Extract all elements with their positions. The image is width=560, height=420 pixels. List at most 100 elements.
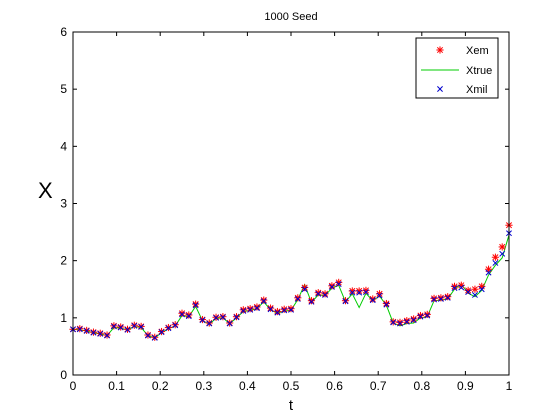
legend-entry-xem: Xem <box>436 45 489 57</box>
legend-entry-xmil: Xmil <box>437 84 487 96</box>
x-tick-label: 0.2 <box>152 379 169 393</box>
data-point-xem <box>423 310 431 319</box>
x-tick-label: 0.6 <box>326 379 343 393</box>
data-point-xem <box>294 294 302 302</box>
data-point-xmil <box>199 317 206 324</box>
data-point-xmil <box>499 250 506 257</box>
data-point-xmil <box>83 328 90 334</box>
y-tick-label: 0 <box>60 368 67 382</box>
data-point-xmil <box>444 294 451 301</box>
data-point-xmil <box>335 281 342 288</box>
data-point-xmil <box>383 301 390 308</box>
data-point-xem <box>484 265 493 273</box>
data-point-xem <box>328 282 336 290</box>
data-point-xem <box>410 315 418 323</box>
data-point-xem <box>307 297 316 305</box>
data-point-xem <box>464 286 472 294</box>
y-tick-label: 2 <box>60 254 67 268</box>
data-point-xem <box>403 317 411 325</box>
data-point-xem <box>253 303 261 311</box>
data-point-xmil <box>294 296 301 302</box>
data-point-xmil <box>397 320 403 327</box>
data-point-xem <box>437 294 445 302</box>
data-point-xmil <box>492 259 499 266</box>
data-point-xmil <box>131 322 138 329</box>
data-point-xem <box>192 300 200 308</box>
data-point-xmil <box>117 324 124 331</box>
data-point-xmil <box>172 322 179 329</box>
legend-x-glyph <box>437 86 443 92</box>
y-tick-label: 6 <box>60 25 67 39</box>
data-point-xmil <box>362 289 369 296</box>
data-point-xem <box>375 290 384 298</box>
x-tick-label: 0.7 <box>370 379 387 393</box>
data-point-xmil <box>138 324 145 330</box>
legend: Xem Xtrue Xmil <box>415 37 499 99</box>
data-point-xem <box>491 253 499 261</box>
x-tick-label: 0.8 <box>413 379 430 393</box>
data-point-xmil <box>274 309 281 316</box>
legend-marker-xem <box>436 46 444 54</box>
data-point-xem <box>355 287 363 295</box>
data-point-xmil <box>485 269 492 276</box>
data-point-xmil <box>179 311 185 318</box>
chart-title: 1000 Seed <box>264 11 317 23</box>
data-point-xmil <box>192 302 199 309</box>
data-point-xem <box>287 305 295 313</box>
data-point-xem <box>321 290 329 298</box>
data-point-xmil <box>465 289 472 296</box>
data-point-xem <box>266 304 275 312</box>
data-point-xmil <box>471 292 478 298</box>
data-point-xmil <box>124 326 131 333</box>
data-point-xmil <box>76 326 83 333</box>
data-point-xmil <box>233 314 240 321</box>
legend-entry-xtrue: Xtrue <box>421 65 492 77</box>
data-point-xmil <box>301 286 308 293</box>
legend-star-glyph <box>436 46 444 54</box>
data-point-xmil <box>437 296 444 302</box>
data-point-xmil <box>165 325 172 332</box>
data-point-xmil <box>240 308 247 314</box>
legend-label-xem: Xem <box>466 45 489 57</box>
data-point-xmil <box>104 332 111 339</box>
data-point-xmil <box>349 289 356 296</box>
data-point-xmil <box>260 298 267 305</box>
data-point-xmil <box>288 306 294 313</box>
data-point-xem <box>430 294 438 302</box>
y-tick-label: 3 <box>60 197 67 211</box>
series-layer <box>69 221 513 341</box>
data-point-xmil <box>322 292 329 298</box>
data-point-xem <box>280 305 288 313</box>
data-point-xem <box>416 311 425 320</box>
data-point-xem <box>260 296 268 304</box>
legend-label-xmil: Xmil <box>466 84 487 96</box>
data-point-xem <box>314 289 322 297</box>
data-point-xmil <box>342 298 349 305</box>
data-point-xem <box>362 286 370 294</box>
data-point-xmil <box>158 329 165 336</box>
data-point-xmil <box>226 320 233 327</box>
data-point-xem <box>301 283 309 292</box>
data-point-xmil <box>219 314 226 321</box>
data-point-xem <box>444 293 452 301</box>
data-point-xem <box>396 318 404 327</box>
y-tick-label: 4 <box>60 139 67 153</box>
data-point-xmil <box>451 285 458 292</box>
data-point-xem <box>471 285 479 293</box>
data-point-xem <box>348 287 356 295</box>
data-point-xmil <box>267 306 274 313</box>
data-point-xmil <box>315 290 322 297</box>
data-point-xmil <box>376 292 383 299</box>
data-point-xem <box>382 299 390 308</box>
data-point-xmil <box>328 284 335 290</box>
data-point-xmil <box>110 323 117 330</box>
data-point-xmil <box>424 312 431 319</box>
data-point-xem <box>239 306 247 314</box>
x-axis-label: t <box>289 397 294 414</box>
data-point-xmil <box>185 313 192 320</box>
data-point-xmil <box>308 298 315 305</box>
data-point-xmil <box>206 320 213 327</box>
data-point-xem <box>178 309 186 317</box>
data-point-xem <box>498 243 506 251</box>
